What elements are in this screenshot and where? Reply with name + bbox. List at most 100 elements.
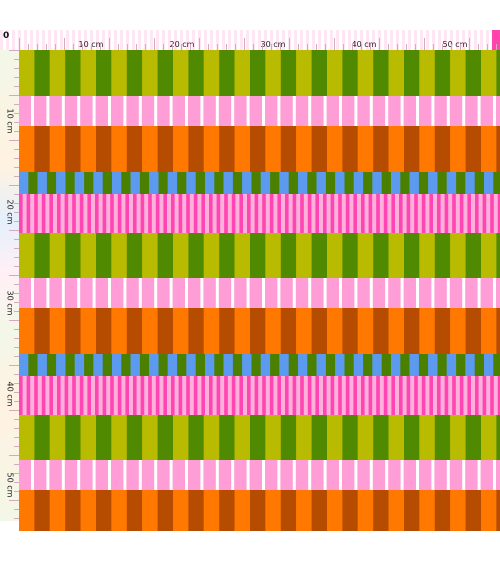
band-blue-green-stripe	[428, 172, 438, 194]
band-olive-green-stripe	[65, 233, 81, 278]
band-olive-green-stripe	[265, 415, 281, 460]
left-ruler-tick	[14, 311, 19, 312]
band-orange-rust-stripe	[157, 490, 173, 531]
left-ruler-tick	[14, 482, 19, 483]
band-orange-rust-stripe	[419, 126, 435, 172]
top-ruler-tick	[415, 44, 416, 50]
left-ruler-tick	[9, 275, 19, 276]
band-magenta-stripe	[171, 376, 175, 415]
band-pink-gap	[385, 460, 389, 490]
band-blue-green-stripe	[400, 354, 410, 376]
band-olive-green-stripe	[49, 233, 66, 278]
top-ruler-label-50: 50 cm	[442, 40, 468, 49]
band-blue-green-stripe	[335, 172, 345, 194]
band-orange-rust-stripe	[96, 308, 112, 354]
band-olive-green-stripe	[434, 50, 451, 96]
left-ruler-tick	[9, 140, 19, 141]
left-ruler-tick	[14, 104, 19, 105]
left-ruler-tick	[14, 176, 19, 177]
band-magenta-stripe	[414, 194, 418, 233]
band-magenta-stripe	[330, 194, 335, 233]
band-blue-green-stripe	[391, 172, 401, 194]
band-magenta-stripe	[338, 194, 342, 233]
band-blue-green-stripe	[74, 354, 85, 376]
top-ruler-tick	[145, 44, 146, 50]
band-orange-rust-stripe	[496, 126, 500, 172]
band-magenta-stripe	[87, 194, 91, 233]
band-pink-gap	[231, 278, 235, 308]
top-ruler-tick	[100, 44, 101, 50]
band-pink-gap	[323, 460, 327, 490]
band-pink-gap	[308, 460, 312, 490]
band-blue-green-stripe	[65, 172, 75, 194]
band-olive-green-stripe	[311, 233, 327, 278]
band-olive-green-stripe	[296, 50, 312, 96]
band-blue-green-stripe	[353, 172, 364, 194]
band-blue-green-stripe	[493, 172, 500, 194]
band-magenta-stripe	[475, 376, 479, 415]
top-ruler-label-30: 30 cm	[260, 40, 286, 49]
left-ruler-tick	[14, 464, 19, 465]
band-blue-green-stripe	[186, 172, 196, 194]
top-ruler-tick	[154, 38, 155, 50]
band-blue-green-stripe	[270, 354, 280, 376]
band-orange-rust-stripe	[481, 308, 497, 354]
top-ruler-tick	[46, 44, 47, 50]
band-pink-gap	[493, 278, 496, 308]
top-ruler-tick	[460, 44, 461, 50]
band-blue-green-stripe	[260, 354, 271, 376]
band-magenta-stripe	[490, 376, 494, 415]
band-magenta-stripe	[64, 194, 69, 233]
top-ruler-tick	[424, 38, 425, 50]
band-magenta-stripe	[163, 376, 167, 415]
band-magenta-stripe	[125, 376, 129, 415]
band-pink-gap	[493, 460, 496, 490]
band-magenta-stripe	[383, 376, 388, 415]
band-pink-gap	[246, 460, 250, 490]
band-blue-green-stripe	[112, 172, 122, 194]
top-ruler-tick	[127, 44, 128, 50]
left-ruler-tick	[14, 194, 19, 195]
band-orange-rust-stripe	[173, 126, 189, 172]
band-olive-green-stripe	[357, 415, 374, 460]
top-ruler-tick	[451, 44, 452, 50]
band-magenta-stripe	[300, 194, 304, 233]
band-blue-green-stripe	[139, 354, 150, 376]
band-magenta-stripe	[444, 376, 449, 415]
band-magenta-stripe	[406, 376, 411, 415]
top-ruler-tick	[361, 44, 362, 50]
band-olive-green-stripe	[80, 233, 96, 278]
band-orange-rust-stripe	[65, 490, 81, 531]
top-ruler-tick	[82, 44, 83, 50]
band-magenta-stripe	[239, 194, 243, 233]
band-orange-rust-stripe	[342, 308, 358, 354]
band-blue-green-stripe	[65, 354, 75, 376]
top-ruler-tick	[208, 44, 209, 50]
band-magenta	[19, 376, 500, 415]
band-pink-gap	[277, 278, 281, 308]
band-blue-green-stripe	[195, 172, 205, 194]
band-magenta-stripe	[64, 376, 69, 415]
band-olive-green-stripe	[126, 233, 143, 278]
band-magenta-stripe	[459, 376, 464, 415]
band-olive-green-stripe	[157, 233, 173, 278]
left-ruler-tick	[14, 329, 19, 330]
left-ruler-tick	[14, 401, 19, 402]
top-ruler-tick	[235, 44, 236, 50]
top-ruler-tick	[496, 44, 497, 50]
band-olive-green-stripe	[265, 50, 281, 96]
band-blue-green-stripe	[19, 354, 29, 376]
top-ruler-tick	[64, 38, 65, 50]
band-magenta-stripe	[239, 376, 243, 415]
band-magenta-stripe	[57, 194, 61, 233]
band-orange-rust-stripe	[142, 126, 158, 172]
band-orange-rust-stripe	[465, 126, 481, 172]
band-orange-rust-stripe	[126, 126, 143, 172]
band-blue-green-stripe	[474, 354, 484, 376]
band-blue-green-stripe	[149, 172, 159, 194]
band-pink-gap	[446, 460, 450, 490]
band-pink-gap	[339, 460, 342, 490]
band-olive-green-stripe	[296, 233, 312, 278]
band-pink-gap	[431, 278, 435, 308]
top-ruler-tick	[469, 38, 470, 50]
